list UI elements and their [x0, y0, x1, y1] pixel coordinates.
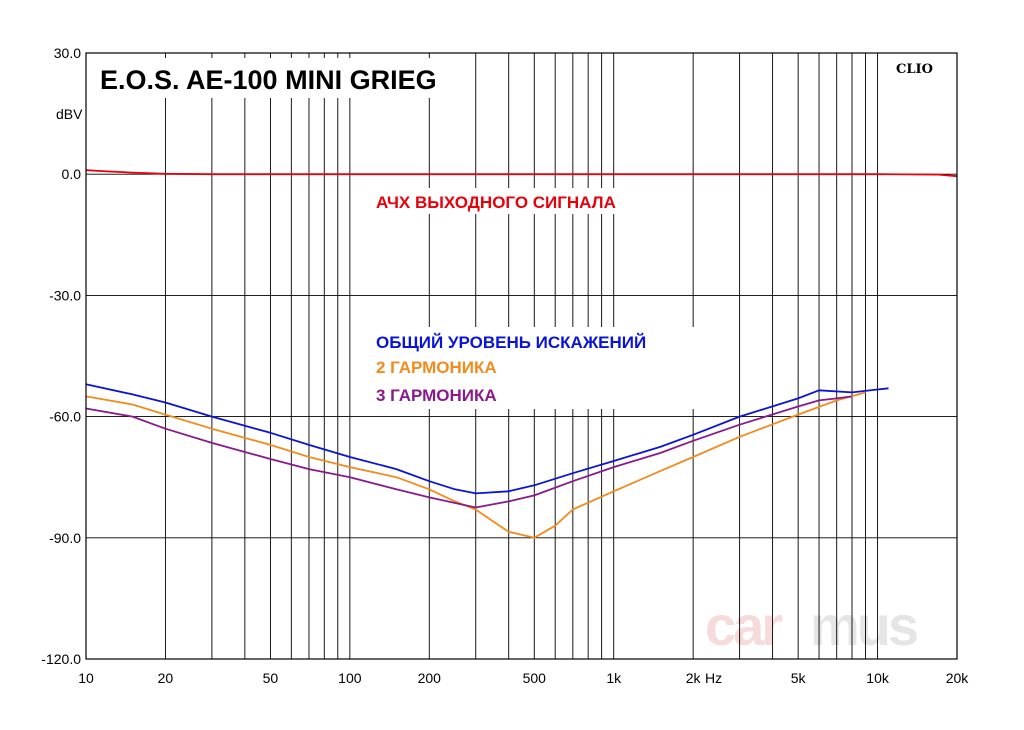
legend-frequency-response: АЧХ ВЫХОДНОГО СИГНАЛА: [376, 193, 616, 212]
y-tick-label: -60.0: [49, 409, 81, 425]
y-tick-label: 30.0: [54, 45, 81, 61]
y-axis-unit: dBV: [56, 106, 83, 122]
watermark: car mus: [705, 594, 920, 657]
x-tick-label: 500: [523, 670, 547, 686]
brand-label: CLIO: [896, 62, 933, 77]
legend: АЧХ ВЫХОДНОГО СИГНАЛА ОБЩИЙ УРОВЕНЬ ИСКА…: [370, 188, 700, 409]
series-second-harmonic: [85, 391, 866, 539]
watermark-left: car: [705, 594, 782, 657]
brand-box: CLIO: [893, 58, 945, 78]
x-tick-label: 20k: [946, 670, 970, 686]
x-tick-label: 200: [418, 670, 442, 686]
series-third-harmonic: [85, 395, 853, 509]
x-tick-label: 50: [263, 670, 279, 686]
x-axis-unit: Hz: [705, 670, 722, 686]
y-tick-labels: 30.0 0.0 -30.0 -60.0 -90.0 -120.0: [41, 45, 81, 667]
series-total-distortion: [85, 383, 889, 495]
y-tick-label: -30.0: [49, 287, 81, 303]
x-tick-label: 1k: [606, 670, 622, 686]
legend-total-distortion: ОБЩИЙ УРОВЕНЬ ИСКАЖЕНИЙ: [376, 333, 646, 352]
y-tick-label: 0.0: [62, 166, 82, 182]
x-tick-label: 20: [158, 670, 174, 686]
y-tick-label: -120.0: [41, 651, 81, 667]
x-tick-label: 5k: [791, 670, 807, 686]
watermark-right: mus: [810, 594, 917, 657]
x-tick-label: 10k: [866, 670, 890, 686]
legend-second-harmonic: 2 ГАРМОНИКА: [376, 358, 497, 377]
x-tick-label: 10: [78, 670, 94, 686]
y-tick-label: -90.0: [49, 530, 81, 546]
title-box: E.O.S. AE-100 MINI GRIEG: [93, 58, 468, 98]
legend-third-harmonic: 3 ГАРМОНИКА: [376, 386, 497, 405]
x-tick-label: 2k: [686, 670, 702, 686]
series-frequency-response: [85, 169, 958, 178]
plot-frame: [85, 52, 958, 660]
x-tick-label: 100: [338, 670, 362, 686]
series-group: [85, 169, 958, 539]
x-tick-labels: 10 20 50 100 200 500 1k 2k 5k 10k 20k: [78, 670, 969, 686]
chart-title: E.O.S. AE-100 MINI GRIEG: [100, 65, 437, 95]
